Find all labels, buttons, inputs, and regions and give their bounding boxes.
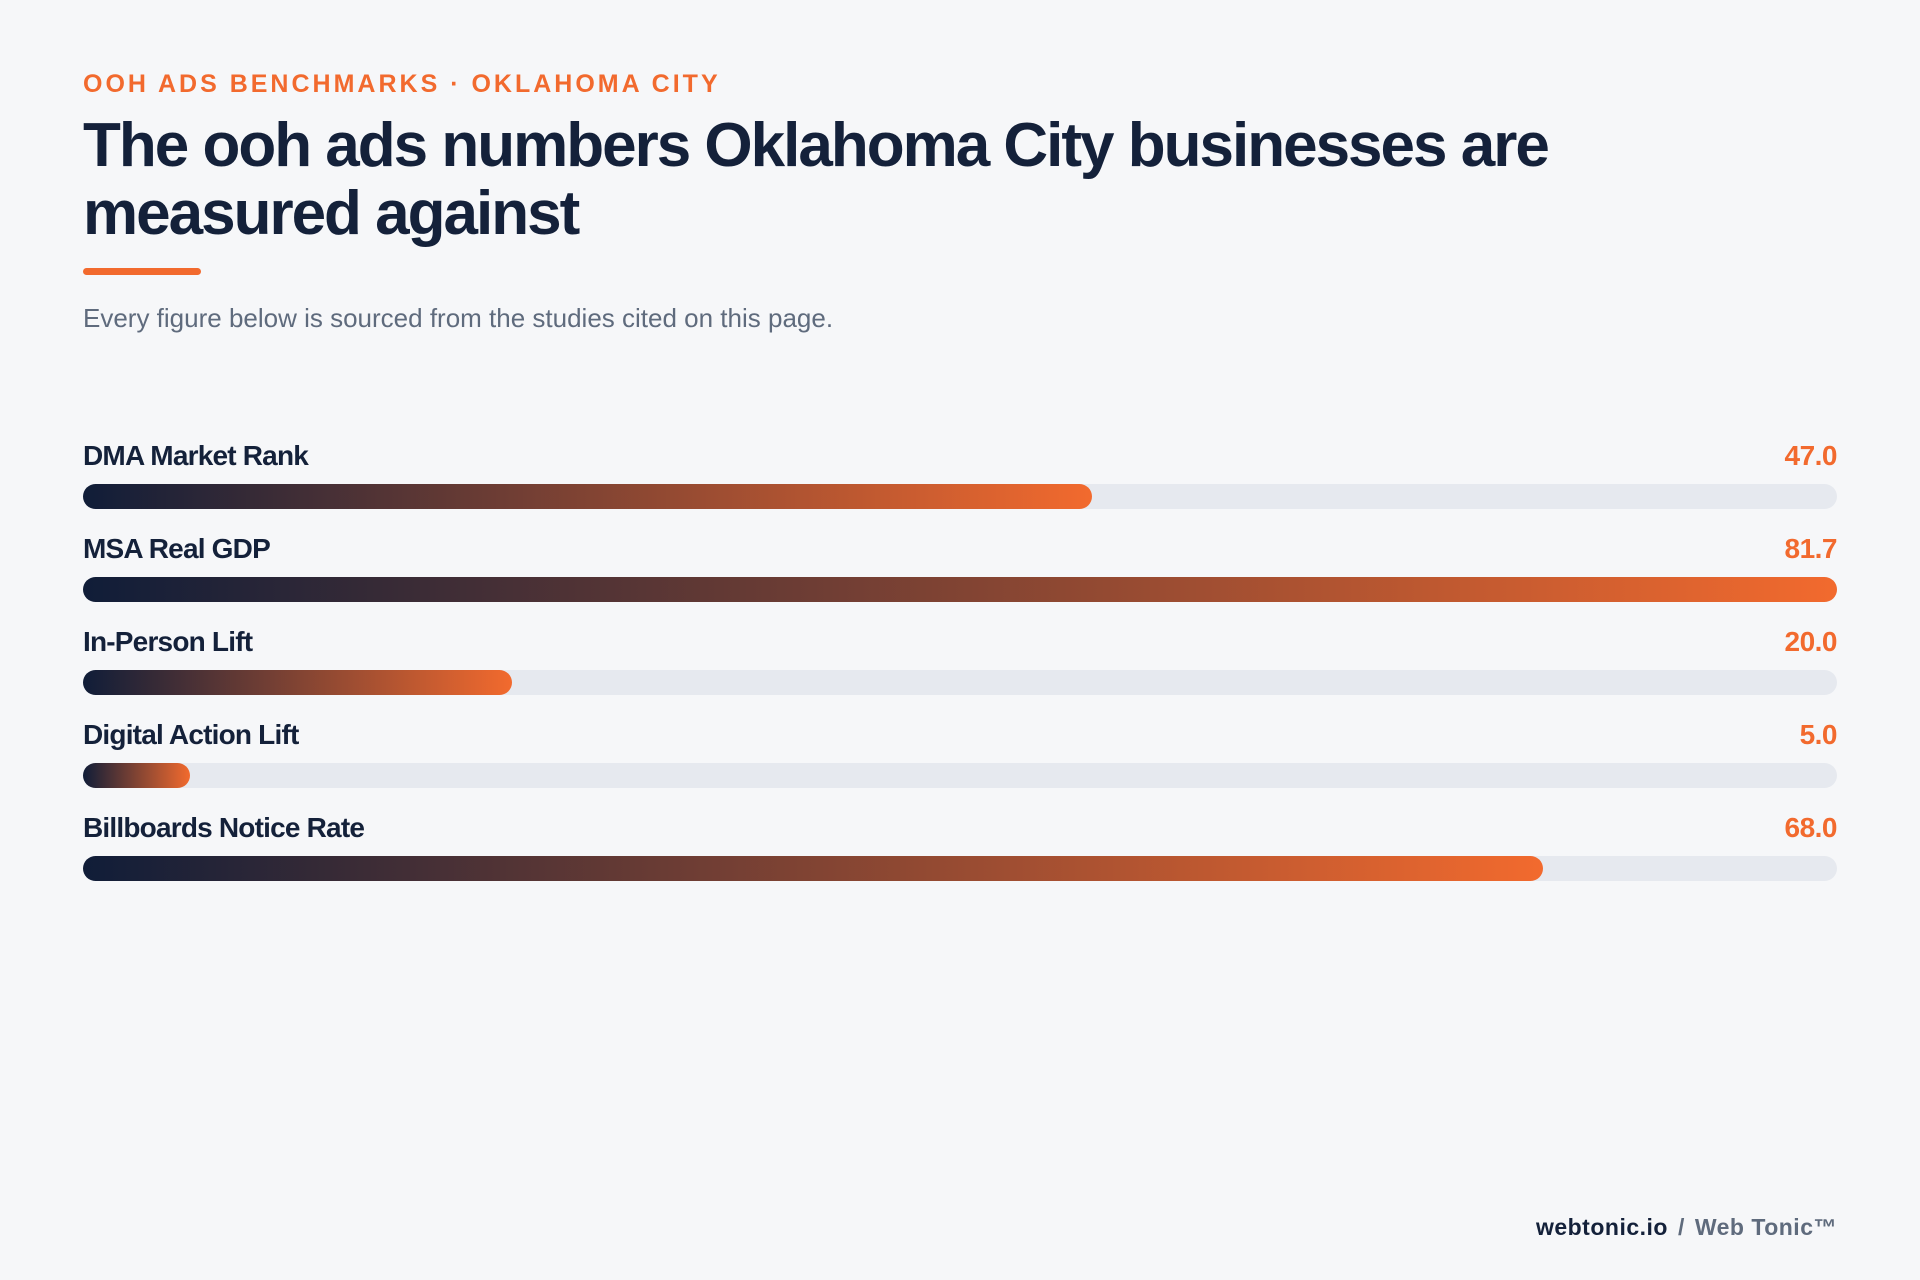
- category-label: In-Person Lift: [83, 626, 253, 657]
- bar-row: Billboards Notice Rate 68.0: [83, 808, 1837, 901]
- category-label: Digital Action Lift: [83, 719, 299, 750]
- bar-row-header: MSA Real GDP 81.7: [83, 529, 1837, 569]
- bar: [83, 856, 1543, 881]
- bar-row-header: In-Person Lift 20.0: [83, 622, 1837, 662]
- footer-brand: Web Tonic™: [1694, 1214, 1837, 1240]
- bar: [83, 484, 1093, 509]
- category-label: MSA Real GDP: [83, 533, 271, 564]
- value-label: 68.0: [1784, 812, 1838, 843]
- bar-track: [83, 763, 1837, 788]
- header: OOH ADS BENCHMARKS · OKLAHOMA CITY The o…: [83, 68, 1837, 335]
- bar-row: MSA Real GDP 81.7: [83, 529, 1837, 622]
- bar: [83, 577, 1837, 602]
- footer: webtonic.io / Web Tonic™: [1536, 1212, 1837, 1242]
- bar-chart: DMA Market Rank 47.0 MSA Real GDP 81.7 In-Pe…: [83, 436, 1838, 901]
- footer-separator: /: [1677, 1214, 1685, 1240]
- category-label: Billboards Notice Rate: [83, 812, 365, 843]
- value-label: 20.0: [1784, 626, 1838, 657]
- bar: [83, 763, 191, 788]
- value-label: 47.0: [1784, 440, 1838, 471]
- bar-track: [83, 577, 1837, 602]
- bar-row-header: Digital Action Lift 5.0: [83, 715, 1838, 755]
- page-subtitle: Every figure below is sourced from the s…: [83, 303, 834, 333]
- title-accent-rule: [83, 268, 201, 275]
- bar-row-header: DMA Market Rank 47.0: [83, 436, 1837, 476]
- page-title: The ooh ads numbers Oklahoma City busine…: [83, 111, 1550, 248]
- bar-row: Digital Action Lift 5.0: [83, 715, 1838, 808]
- bar-row: DMA Market Rank 47.0: [83, 436, 1837, 529]
- footer-site: webtonic.io: [1535, 1214, 1668, 1240]
- bar-row: In-Person Lift 20.0: [83, 622, 1837, 715]
- bar-track: [83, 856, 1837, 881]
- bar-row-header: Billboards Notice Rate 68.0: [83, 808, 1837, 848]
- bar-track: [83, 670, 1837, 695]
- value-label: 81.7: [1784, 533, 1838, 564]
- category-label: DMA Market Rank: [83, 440, 309, 471]
- bar: [83, 670, 513, 695]
- value-label: 5.0: [1799, 719, 1838, 750]
- bar-track: [83, 484, 1837, 509]
- eyebrow-label: OOH ADS BENCHMARKS · OKLAHOMA CITY: [83, 70, 721, 98]
